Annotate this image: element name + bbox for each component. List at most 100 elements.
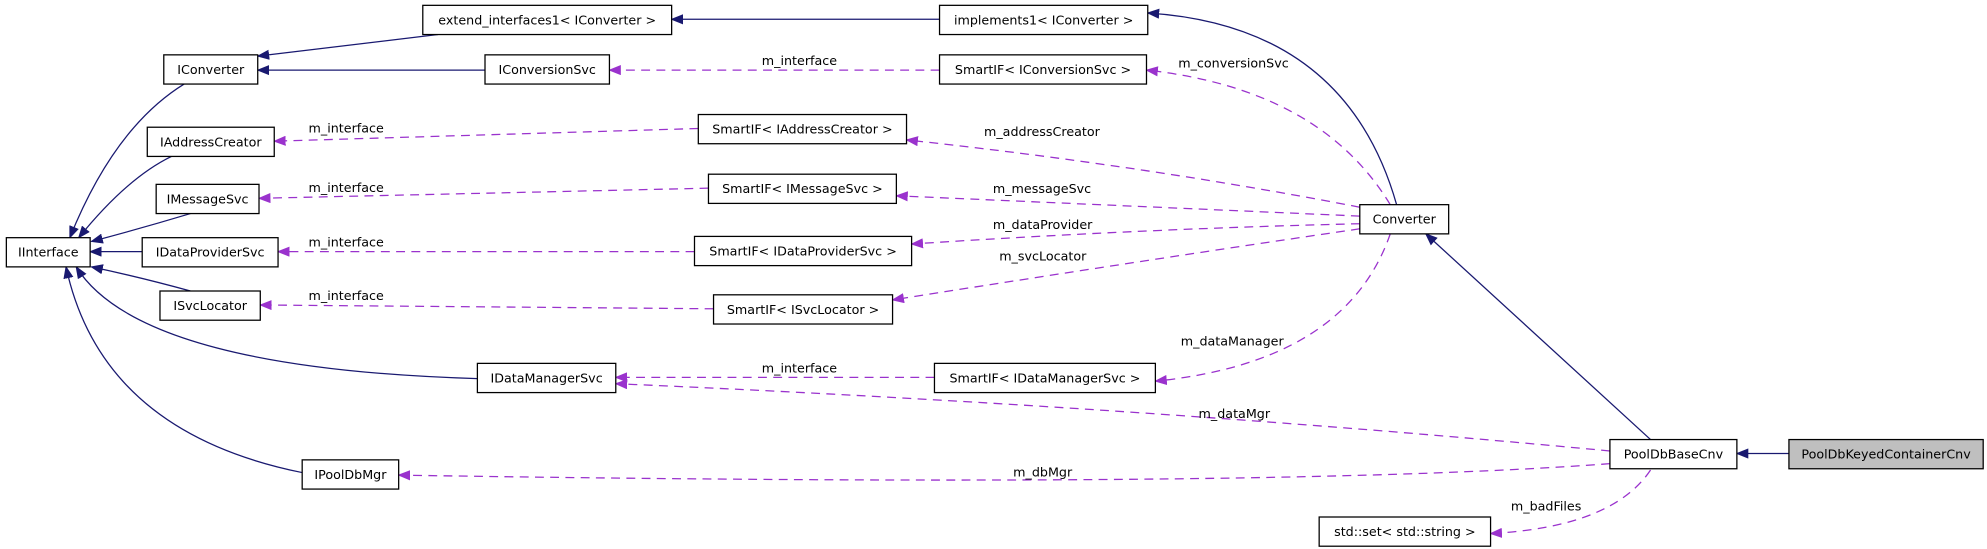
edge-label: m_addressCreator xyxy=(984,124,1101,139)
node-box xyxy=(163,54,259,85)
class-node-IDataProviderSvc[interactable]: IDataProviderSvc xyxy=(141,237,279,268)
usage-edge-Converter-to-SmartMsg xyxy=(895,191,1360,217)
edge-label: m_dbMgr xyxy=(1013,464,1073,479)
inheritance-edge-Converter-to-implements xyxy=(1146,8,1398,205)
usage-edge-PoolDbBaseCnv-to-IPoolDbMgr xyxy=(397,463,1610,481)
class-node-IAddressCreator[interactable]: IAddressCreator xyxy=(146,126,275,158)
class-node-IDataManagerSvc[interactable]: IDataManagerSvc xyxy=(476,362,617,394)
edge-label: m_svcLocator xyxy=(999,249,1087,264)
usage-edge-SmartAddr-to-IAddressCreator xyxy=(272,127,699,146)
node-label: PoolDbKeyedContainerCnv xyxy=(1801,447,1971,462)
node-box xyxy=(476,362,617,394)
node-box xyxy=(1788,438,1984,470)
node-box xyxy=(141,237,279,268)
usage-edge-SmartSvc-to-ISvcLocator xyxy=(259,299,714,311)
edge-label: m_dataManager xyxy=(1181,334,1285,349)
node-label: SmartIF< IConversionSvc > xyxy=(955,62,1131,77)
node-label: extend_interfaces1< IConverter > xyxy=(438,12,656,27)
usage-edge-PoolDbBaseCnv-to-stdset xyxy=(1489,469,1652,538)
usage-edge-Converter-to-SmartDP xyxy=(910,223,1360,249)
inheritance-edge-IConverter-to-IInterface xyxy=(69,83,185,239)
inheritance-edge-ISvcLocator-to-IInterface xyxy=(90,264,191,292)
node-box xyxy=(693,235,913,267)
usage-edge-Converter-to-SmartSvc xyxy=(891,228,1360,304)
edge-label: m_dataProvider xyxy=(993,217,1093,232)
class-node-SmartDM[interactable]: SmartIF< IDataManagerSvc > xyxy=(933,362,1157,394)
node-label: PoolDbBaseCnv xyxy=(1624,447,1724,462)
node-label: ISvcLocator xyxy=(173,298,247,313)
node-box xyxy=(159,290,261,321)
node-box xyxy=(707,173,898,205)
node-box xyxy=(422,4,673,36)
usage-edge-Converter-to-SmartAddr xyxy=(905,136,1360,208)
edge-label: m_conversionSvc xyxy=(1178,56,1289,71)
node-label: IDataManagerSvc xyxy=(490,370,602,385)
node-label: IMessageSvc xyxy=(167,191,249,206)
node-box xyxy=(155,183,260,215)
inheritance-edge-extend-to-IConverter xyxy=(256,33,439,60)
edge-label: m_interface xyxy=(309,120,384,135)
class-node-IPoolDbMgr[interactable]: IPoolDbMgr xyxy=(301,459,400,490)
class-node-PoolDbKeyed: PoolDbKeyedContainerCnv xyxy=(1788,438,1984,470)
node-label: implements1< IConverter > xyxy=(954,12,1133,27)
node-label: SmartIF< IDataManagerSvc > xyxy=(949,370,1140,385)
node-label: std::set< std::string > xyxy=(1334,524,1476,539)
node-box xyxy=(484,54,611,85)
edge-label: m_interface xyxy=(762,53,837,68)
inheritance-edge-IAddressCreator-to-IInterface xyxy=(77,155,172,239)
class-node-extend[interactable]: extend_interfaces1< IConverter > xyxy=(422,4,673,36)
node-box xyxy=(1318,516,1492,547)
node-label: SmartIF< ISvcLocator > xyxy=(727,302,879,317)
class-node-IConversionSvc[interactable]: IConversionSvc xyxy=(484,54,611,85)
usage-edge-Converter-to-SmartConv xyxy=(1145,66,1391,205)
node-label: IConverter xyxy=(177,62,245,77)
node-label: SmartIF< IAddressCreator > xyxy=(712,122,892,137)
class-node-SmartMsg[interactable]: SmartIF< IMessageSvc > xyxy=(707,173,898,205)
node-box xyxy=(712,294,894,325)
class-node-PoolDbBaseCnv[interactable]: PoolDbBaseCnv xyxy=(1609,438,1738,470)
node-box xyxy=(938,4,1149,36)
node-label: IConversionSvc xyxy=(499,62,596,77)
node-box xyxy=(1609,438,1738,470)
inheritance-edge-PoolDbBaseCnv-to-Converter xyxy=(1424,233,1651,441)
class-node-implements[interactable]: implements1< IConverter > xyxy=(938,4,1149,36)
node-label: IDataProviderSvc xyxy=(156,245,265,260)
edge-label: m_interface xyxy=(309,180,384,195)
edge-label: m_badFiles xyxy=(1511,499,1581,514)
edge-label: m_interface xyxy=(762,360,837,375)
node-box xyxy=(5,237,91,268)
node-box xyxy=(301,459,400,490)
edge-label: m_interface xyxy=(309,235,384,250)
class-node-stdset[interactable]: std::set< std::string > xyxy=(1318,516,1492,547)
class-node-SmartConv[interactable]: SmartIF< IConversionSvc > xyxy=(938,54,1148,85)
inheritance-edge-IPoolDbMgr-to-IInterface xyxy=(63,265,303,474)
node-label: IAddressCreator xyxy=(160,134,262,149)
edge-label: m_dataMgr xyxy=(1199,406,1271,421)
usage-edge-PoolDbBaseCnv-to-IDataManagerSvc xyxy=(614,379,1610,452)
node-label: SmartIF< IDataProviderSvc > xyxy=(709,243,897,258)
node-box xyxy=(697,113,908,145)
node-label: Converter xyxy=(1373,212,1437,227)
node-box xyxy=(1359,204,1450,235)
usage-edge-Converter-to-SmartDM xyxy=(1154,233,1391,386)
class-node-Converter[interactable]: Converter xyxy=(1359,204,1450,235)
node-box xyxy=(938,54,1148,85)
class-node-SmartDP[interactable]: SmartIF< IDataProviderSvc > xyxy=(693,235,913,267)
class-node-SmartSvc[interactable]: SmartIF< ISvcLocator > xyxy=(712,294,894,325)
class-node-ISvcLocator[interactable]: ISvcLocator xyxy=(159,290,261,321)
inheritance-edge-IMessageSvc-to-IInterface xyxy=(90,212,191,244)
class-node-IMessageSvc[interactable]: IMessageSvc xyxy=(155,183,260,215)
class-node-IInterface[interactable]: IInterface xyxy=(5,237,91,268)
node-box xyxy=(933,362,1157,394)
class-node-SmartAddr[interactable]: SmartIF< IAddressCreator > xyxy=(697,113,908,145)
edge-label: m_messageSvc xyxy=(993,181,1091,196)
node-label: SmartIF< IMessageSvc > xyxy=(722,181,883,196)
class-node-IConverter[interactable]: IConverter xyxy=(163,54,259,85)
node-label: IInterface xyxy=(18,245,79,260)
inheritance-edge-IDataManagerSvc-to-IInterface xyxy=(75,265,478,380)
edge-label: m_interface xyxy=(309,288,384,303)
node-label: IPoolDbMgr xyxy=(314,467,387,482)
node-box xyxy=(146,126,275,158)
